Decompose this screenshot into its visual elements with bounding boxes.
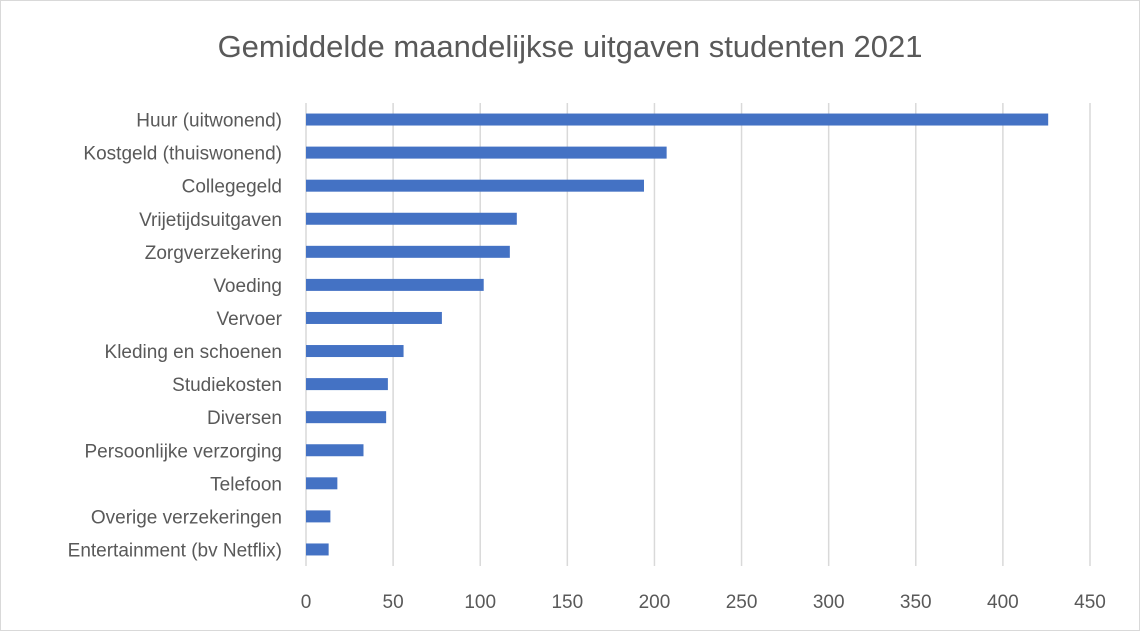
- y-tick-label: Vervoer: [217, 309, 283, 330]
- x-tick-label: 450: [1074, 592, 1106, 613]
- x-tick-label: 200: [639, 592, 671, 613]
- y-tick-label: Collegegeld: [182, 177, 282, 198]
- y-tick-label: Entertainment (bv Netflix): [68, 540, 282, 561]
- bar: [306, 146, 667, 159]
- y-tick-label: Diversen: [207, 408, 282, 429]
- bar: [306, 411, 387, 424]
- x-tick-label: 400: [987, 592, 1019, 613]
- x-tick-label: 300: [813, 592, 845, 613]
- bar: [306, 311, 442, 324]
- bar: [306, 278, 484, 291]
- y-tick-label: Persoonlijke verzorging: [85, 441, 283, 462]
- y-tick-label: Telefoon: [210, 474, 282, 495]
- x-tick-label: 0: [301, 592, 312, 613]
- bar: [306, 113, 1049, 126]
- bar: [306, 543, 329, 556]
- y-tick-label: Huur (uitwonend): [136, 111, 282, 132]
- x-tick-label: 50: [383, 592, 404, 613]
- x-tick-label: 150: [551, 592, 583, 613]
- bar: [306, 477, 338, 490]
- y-tick-label: Studiekosten: [172, 375, 282, 396]
- y-tick-label: Kostgeld (thuiswonend): [83, 144, 282, 165]
- bar: [306, 245, 510, 258]
- y-tick-label: Kleding en schoenen: [105, 342, 282, 363]
- x-tick-label: 350: [900, 592, 932, 613]
- bar: [306, 179, 644, 192]
- bar: [306, 345, 404, 358]
- bar: [306, 510, 331, 523]
- x-tick-label: 250: [726, 592, 758, 613]
- y-tick-label: Voeding: [213, 276, 282, 297]
- chart-title: Gemiddelde maandelijkse uitgaven student…: [217, 29, 923, 64]
- y-tick-label: Zorgverzekering: [145, 243, 282, 264]
- bar: [306, 444, 364, 457]
- bar: [306, 378, 388, 391]
- y-tick-label: Vrijetijdsuitgaven: [139, 210, 282, 231]
- x-tick-label: 100: [464, 592, 496, 613]
- y-tick-label: Overige verzekeringen: [91, 507, 282, 528]
- bar: [306, 212, 517, 225]
